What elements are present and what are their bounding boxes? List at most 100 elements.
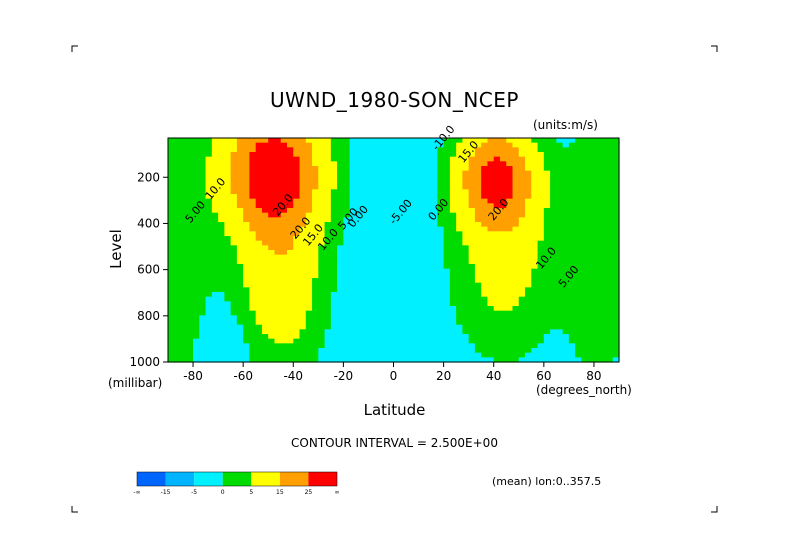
field-cell (205, 203, 213, 209)
field-cell (243, 352, 251, 358)
field-cell (612, 189, 620, 195)
field-cell (249, 147, 257, 153)
field-cell (305, 343, 313, 349)
field-cell (462, 231, 470, 237)
field-cell (287, 161, 294, 167)
field-cell (443, 287, 451, 293)
field-cell (293, 138, 301, 144)
field-cell (525, 212, 532, 218)
field-cell (186, 264, 194, 270)
field-cell (424, 310, 432, 316)
field-cell (255, 268, 263, 274)
field-cell (418, 142, 426, 148)
field-cell (575, 222, 583, 228)
field-cell (349, 348, 357, 354)
field-cell (431, 329, 438, 335)
field-cell (506, 315, 514, 321)
field-cell (211, 147, 219, 153)
field-cell (587, 254, 595, 260)
field-cell (468, 292, 476, 298)
field-cell (512, 352, 520, 358)
field-cell (556, 282, 564, 288)
field-cell (174, 198, 182, 204)
field-cell (525, 301, 532, 307)
field-cell (499, 142, 507, 148)
field-cell (186, 170, 194, 176)
field-cell (437, 161, 445, 167)
field-cell (280, 156, 288, 162)
field-cell (305, 236, 313, 242)
field-cell (418, 301, 426, 307)
field-cell (606, 273, 614, 279)
field-cell (211, 194, 219, 200)
field-cell (499, 278, 507, 284)
field-cell (418, 306, 426, 312)
field-cell (293, 240, 301, 246)
field-cell (193, 324, 200, 330)
field-cell (224, 240, 232, 246)
field-cell (337, 315, 344, 321)
field-cell (506, 264, 514, 270)
field-cell (355, 348, 363, 354)
field-cell (280, 180, 288, 186)
field-cell (324, 152, 332, 158)
field-cell (525, 329, 532, 335)
field-cell (612, 329, 620, 335)
field-cell (374, 161, 382, 167)
field-cell (374, 198, 382, 204)
field-cell (374, 287, 382, 293)
field-cell (462, 264, 470, 270)
field-cell (387, 315, 395, 321)
field-cell (543, 203, 551, 209)
field-cell (406, 282, 413, 288)
field-cell (612, 306, 620, 312)
field-cell (368, 147, 376, 153)
field-cell (424, 245, 432, 251)
field-cell (368, 348, 376, 354)
field-cell (393, 357, 401, 363)
field-cell (456, 343, 463, 349)
field-cell (449, 194, 457, 200)
field-cell (424, 236, 432, 242)
field-cell (443, 189, 451, 195)
field-cell (512, 138, 520, 144)
field-cell (462, 334, 470, 340)
field-cell (468, 156, 476, 162)
field-cell (506, 156, 514, 162)
field-cell (506, 189, 514, 195)
field-cell (224, 273, 232, 279)
field-cell (481, 156, 489, 162)
field-cell (449, 324, 457, 330)
field-cell (362, 292, 370, 298)
field-cell (474, 343, 482, 349)
field-cell (368, 292, 376, 298)
field-cell (236, 329, 244, 335)
field-cell (406, 334, 413, 340)
field-cell (362, 282, 370, 288)
field-cell (312, 357, 319, 363)
field-cell (456, 184, 463, 190)
field-cell (211, 348, 219, 354)
field-cell (418, 343, 426, 349)
field-cell (374, 240, 382, 246)
field-cell (211, 138, 219, 144)
field-cell (318, 259, 326, 265)
field-cell (380, 315, 388, 321)
field-cell (380, 217, 388, 223)
field-cell (299, 156, 307, 162)
field-cell (550, 142, 557, 148)
field-cell (525, 292, 532, 298)
field-cell (506, 147, 514, 153)
field-cell (525, 268, 532, 274)
field-cell (293, 226, 301, 232)
field-cell (468, 175, 476, 181)
field-cell (224, 282, 232, 288)
field-cell (199, 301, 207, 307)
field-cell (568, 142, 576, 148)
field-cell (268, 156, 276, 162)
field-cell (456, 292, 463, 298)
field-cell (193, 329, 200, 335)
field-cell (518, 315, 526, 321)
field-cell (362, 161, 370, 167)
field-cell (612, 166, 620, 172)
